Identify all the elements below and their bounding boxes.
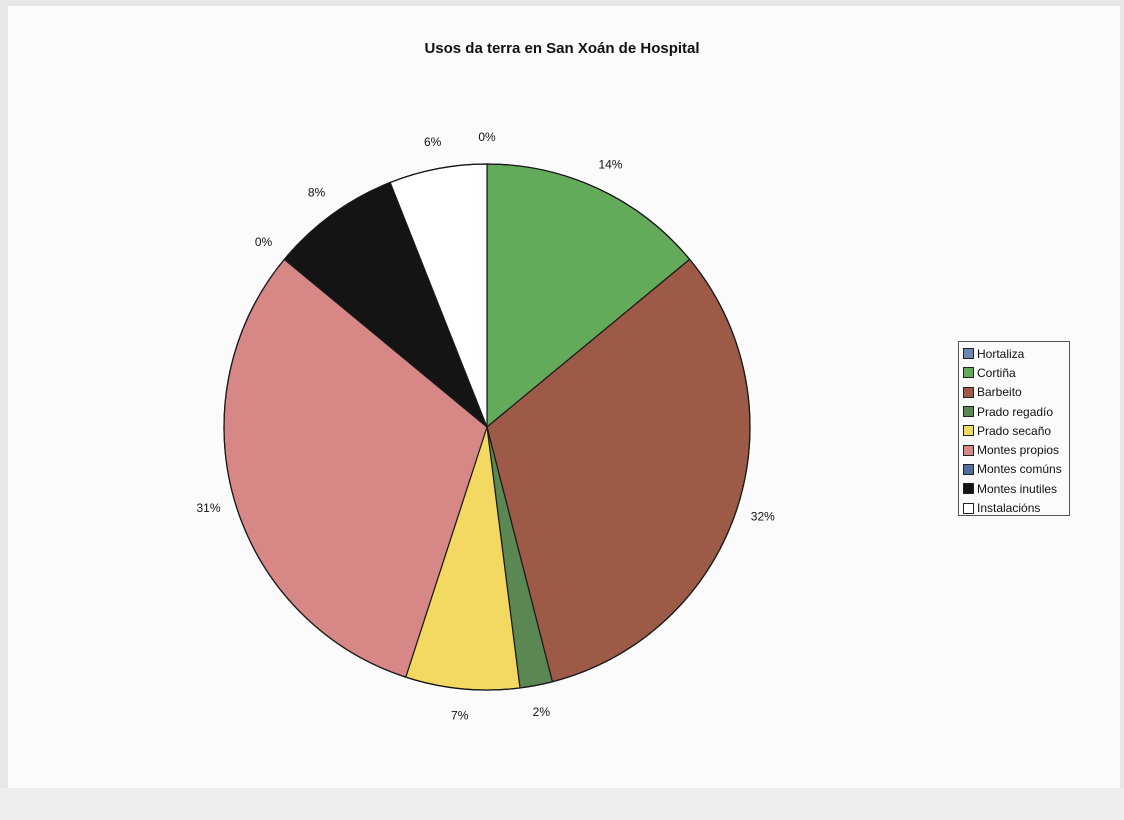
legend-label: Instalacións — [977, 501, 1041, 516]
legend-label: Barbeito — [977, 385, 1022, 400]
legend-item-prado-secano: Prado secaño — [963, 421, 1065, 440]
pie-label-prado-secano: 7% — [451, 709, 469, 723]
legend-item-instalacions: Instalacións — [963, 498, 1065, 517]
chart-title: Usos da terra en San Xoán de Hospital — [424, 40, 700, 57]
legend-swatch — [963, 425, 974, 437]
pie-outline — [223, 163, 751, 691]
legend-swatch — [963, 502, 974, 514]
chart-legend: Hortaliza Cortiña Barbeito Prado regadío Pra… — [958, 341, 1070, 516]
legend-swatch — [963, 386, 974, 398]
pie-label-prado-regadio: 2% — [533, 705, 551, 719]
legend-item-montes-comuns: Montes comúns — [963, 460, 1065, 479]
legend-item-hortaliza: Hortaliza — [963, 344, 1065, 363]
legend-item-prado-regadio: Prado regadío — [963, 402, 1065, 421]
pie-label-hortaliza: 0% — [478, 130, 496, 144]
legend-swatch — [963, 348, 974, 360]
legend-label: Prado regadío — [977, 404, 1054, 419]
legend-item-barbeito: Barbeito — [963, 383, 1065, 402]
legend-label: Prado secaño — [977, 423, 1052, 438]
legend-swatch — [963, 483, 974, 495]
pie-label-montes-propios: 31% — [196, 501, 220, 515]
legend-label: Hortaliza — [977, 346, 1025, 361]
legend-label: Montes comúns — [977, 462, 1062, 477]
legend-swatch — [963, 406, 974, 418]
pie-label-cortina: 14% — [598, 158, 622, 172]
pie-label-montes-comuns: 0% — [255, 235, 273, 249]
legend-item-montes-propios: Montes propios — [963, 440, 1065, 459]
legend-label: Montes propios — [977, 443, 1060, 458]
legend-label: Montes inutiles — [977, 481, 1058, 496]
bottom-strip — [0, 788, 1124, 820]
legend-label: Cortiña — [977, 365, 1016, 380]
legend-swatch — [963, 444, 974, 456]
legend-item-cortina: Cortiña — [963, 363, 1065, 382]
legend-swatch — [963, 367, 974, 379]
legend-item-montes-inutiles: Montes inutiles — [963, 479, 1065, 498]
pie-label-instalacions: 6% — [424, 135, 442, 149]
pie-label-barbeito: 32% — [751, 510, 775, 524]
legend-swatch — [963, 463, 974, 475]
pie-label-montes-inutiles: 8% — [308, 185, 326, 199]
